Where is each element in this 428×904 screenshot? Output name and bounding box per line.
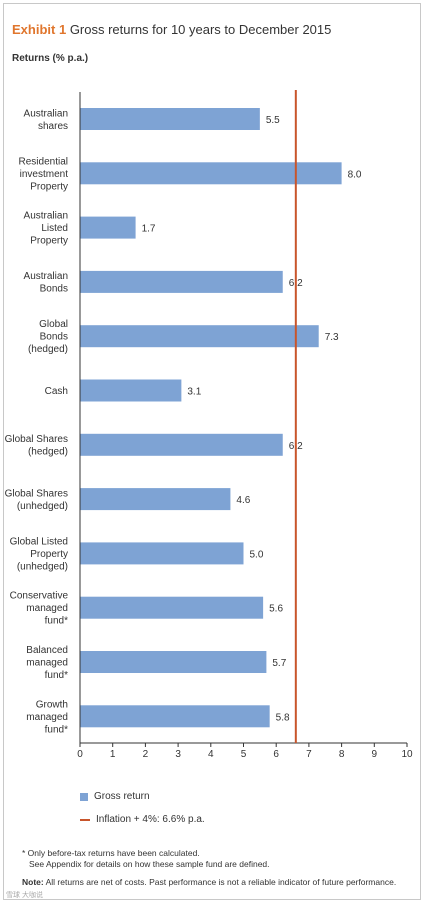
chart-title: Exhibit 1 Gross returns for 10 years to … — [12, 22, 331, 37]
footnote-2: See Appendix for details on how these sa… — [29, 859, 270, 869]
legend-label-inflation: Inflation + 4%: 6.6% p.a. — [96, 814, 205, 825]
category-label-global-listed-property-unhedged: Global Listed Property (unhedged) — [10, 536, 68, 572]
value-label-growth-managed-fund: 5.8 — [276, 712, 290, 723]
value-label-residential-investment-property: 8.0 — [348, 169, 362, 180]
category-label-global-shares-unhedged: Global Shares (unhedged) — [5, 488, 68, 512]
chart-title-text: Gross returns for 10 years to December 2… — [69, 22, 332, 37]
legend-item-inflation: Inflation + 4%: 6.6% p.a. — [80, 813, 205, 826]
x-tick-label-0: 0 — [77, 749, 83, 760]
x-tick-label-2: 2 — [143, 749, 149, 760]
value-label-global-listed-property-unhedged: 5.0 — [250, 549, 264, 560]
value-label-conservative-managed-fund: 5.6 — [269, 604, 283, 615]
x-tick-label-5: 5 — [241, 749, 247, 760]
exhibit-label: Exhibit 1 — [12, 22, 67, 37]
legend-swatch-line — [80, 818, 90, 821]
category-label-conservative-managed-fund: Conservative managed fund* — [10, 591, 69, 627]
x-tick-label-4: 4 — [208, 749, 214, 760]
y-axis-label: Returns (% p.a.) — [12, 53, 89, 64]
category-label-balanced-managed-fund: Balanced managed fund* — [26, 645, 68, 681]
category-label-global-shares-hedged: Global Shares (hedged) — [5, 434, 68, 458]
note: Note: All returns are net of costs. Past… — [22, 877, 396, 887]
x-tick-label-1: 1 — [110, 749, 116, 760]
watermark: 雪球 大咖说 — [6, 892, 43, 899]
footnote-1: * Only before-tax returns have been calc… — [22, 848, 200, 858]
value-label-global-shares-unhedged: 4.6 — [236, 495, 250, 506]
value-label-cash: 3.1 — [187, 387, 201, 398]
bar-cash — [80, 379, 182, 402]
category-label-australian-bonds: Australian Bonds — [24, 271, 68, 295]
category-label-global-bonds-hedged: Global Bonds (hedged) — [28, 319, 68, 355]
bar-australian-bonds — [80, 270, 283, 293]
category-label-growth-managed-fund: Growth managed fund* — [26, 699, 68, 735]
legend-item-gross-return: Gross return — [80, 790, 205, 803]
footnotes: * Only before-tax returns have been calc… — [22, 848, 270, 870]
x-tick-label-8: 8 — [339, 749, 345, 760]
legend-label-gross-return: Gross return — [94, 791, 150, 802]
value-label-australian-shares: 5.5 — [266, 115, 280, 126]
x-tick-label-10: 10 — [401, 749, 413, 760]
bar-australian-listed-property — [80, 216, 136, 239]
bar-global-listed-property-unhedged — [80, 542, 244, 565]
value-label-balanced-managed-fund: 5.7 — [272, 658, 286, 669]
bar-conservative-managed-fund — [80, 596, 264, 619]
category-label-australian-listed-property: Australian Listed Property — [24, 211, 68, 247]
bar-global-bonds-hedged — [80, 325, 319, 348]
bar-australian-shares — [80, 108, 260, 130]
x-tick-label-9: 9 — [372, 749, 378, 760]
bar-balanced-managed-fund — [80, 651, 267, 673]
legend: Gross return Inflation + 4%: 6.6% p.a. — [80, 790, 205, 836]
note-label: Note: — [22, 877, 44, 887]
value-label-australian-listed-property: 1.7 — [142, 224, 156, 235]
x-tick-label-3: 3 — [175, 749, 181, 760]
bar-growth-managed-fund — [80, 705, 270, 728]
category-label-residential-investment-property: Residential investment Property — [19, 156, 69, 192]
bar-global-shares-unhedged — [80, 488, 231, 511]
category-label-australian-shares: Australian shares — [24, 108, 68, 132]
category-label-cash: Cash — [45, 386, 68, 397]
note-text: All returns are net of costs. Past perfo… — [43, 877, 397, 887]
x-tick-label-7: 7 — [306, 749, 312, 760]
x-tick-label-6: 6 — [273, 749, 279, 760]
chart-frame — [3, 3, 421, 900]
value-label-global-bonds-hedged: 7.3 — [325, 332, 339, 343]
legend-swatch-bar — [80, 792, 88, 801]
bar-global-shares-hedged — [80, 433, 283, 456]
bar-residential-investment-property — [80, 162, 342, 185]
